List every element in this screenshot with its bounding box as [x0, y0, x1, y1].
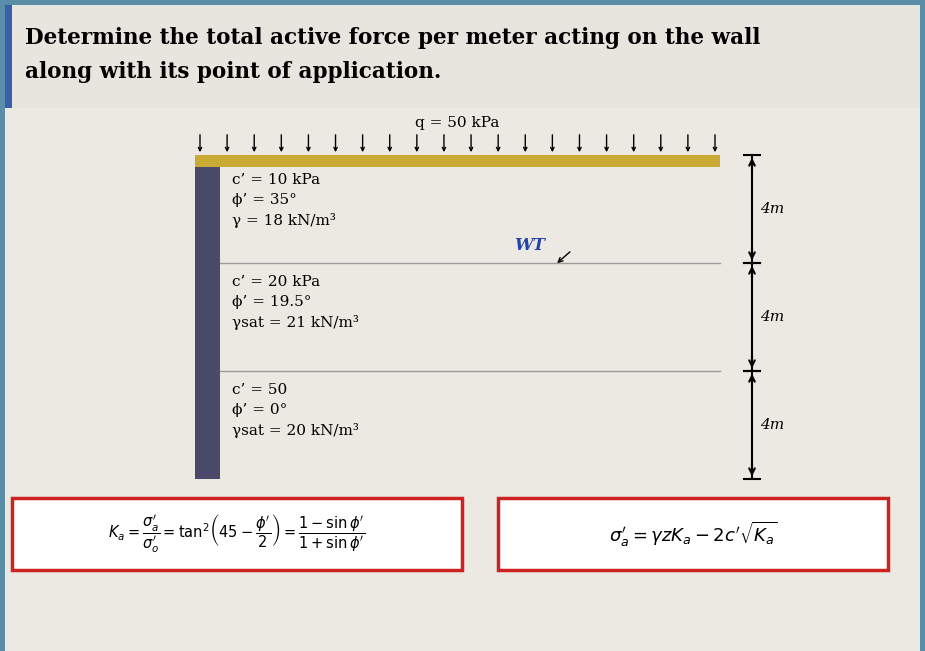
- Text: c’ = 50: c’ = 50: [232, 383, 288, 397]
- Text: γsat = 20 kN/m³: γsat = 20 kN/m³: [232, 423, 359, 438]
- Text: $\sigma_a^{\prime} = \gamma z K_a - 2c^{\prime}\sqrt{K_a}$: $\sigma_a^{\prime} = \gamma z K_a - 2c^{…: [609, 519, 777, 549]
- Text: 4m: 4m: [760, 202, 784, 216]
- Bar: [195, 155, 220, 479]
- Text: ϕ’ = 35°: ϕ’ = 35°: [232, 193, 297, 207]
- Text: γsat = 21 kN/m³: γsat = 21 kN/m³: [232, 315, 359, 330]
- Bar: [5, 108, 920, 651]
- Bar: [498, 498, 888, 570]
- Text: ϕ’ = 19.5°: ϕ’ = 19.5°: [232, 295, 312, 309]
- Text: c’ = 10 kPa: c’ = 10 kPa: [232, 173, 320, 187]
- Text: ϕ’ = 0°: ϕ’ = 0°: [232, 403, 288, 417]
- Text: c’ = 20 kPa: c’ = 20 kPa: [232, 275, 320, 289]
- Text: WT: WT: [514, 236, 546, 253]
- Text: along with its point of application.: along with its point of application.: [25, 61, 441, 83]
- Bar: [12, 498, 462, 570]
- Bar: [5, 5, 12, 108]
- Text: γ = 18 kN/m³: γ = 18 kN/m³: [232, 213, 336, 228]
- Text: q = 50 kPa: q = 50 kPa: [415, 116, 500, 130]
- Bar: [195, 155, 720, 167]
- Text: 4m: 4m: [760, 418, 784, 432]
- Text: 4m: 4m: [760, 310, 784, 324]
- Bar: [5, 5, 920, 108]
- Text: Determine the total active force per meter acting on the wall: Determine the total active force per met…: [25, 27, 760, 49]
- Text: $K_a = \dfrac{\sigma_a^{\prime}}{\sigma_o^{\prime}} = \tan^2\!\left(45 - \dfrac{: $K_a = \dfrac{\sigma_a^{\prime}}{\sigma_…: [108, 512, 365, 555]
